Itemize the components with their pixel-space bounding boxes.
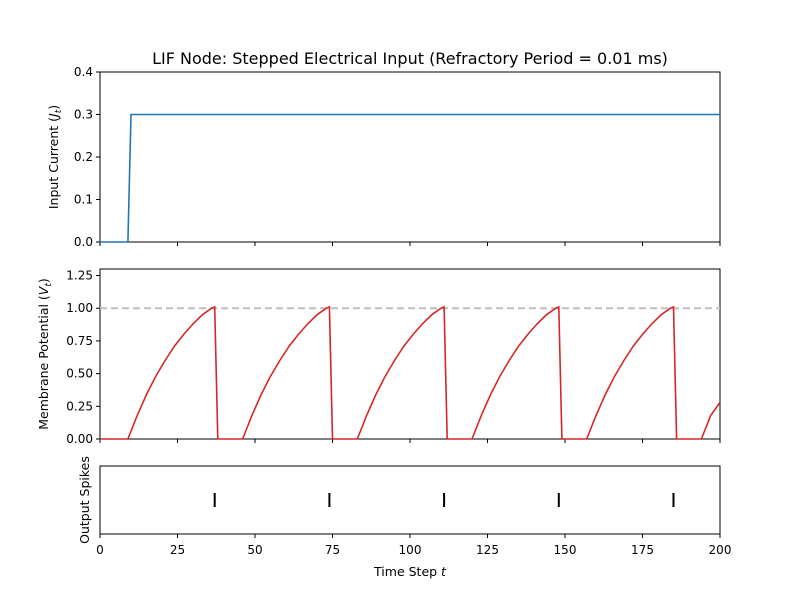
input-current-y-tick-label: 0.1 (74, 193, 93, 207)
x-axis-label-text: Time Step (373, 564, 441, 579)
x-tick-label: 50 (247, 543, 262, 557)
input-current-y-tick-label: 0.2 (74, 150, 93, 164)
output-spikes-axis-label: Output Spikes (77, 456, 92, 544)
membrane-potential-label-text: Membrane Potential ( (36, 295, 51, 430)
x-tick-label: 175 (631, 543, 654, 557)
output-spikes-plot-frame (99, 465, 721, 535)
x-tick-label: 75 (325, 543, 340, 557)
input-current-y-tick-label: 0.3 (74, 108, 93, 122)
x-tick-label: 150 (554, 543, 577, 557)
membrane-potential-plot-frame (99, 268, 721, 440)
x-tick-label: 25 (170, 543, 185, 557)
x-tick-label: 200 (709, 543, 732, 557)
x-axis-label: Time Step t (373, 564, 447, 579)
input-current-plot-frame (99, 71, 721, 243)
membrane-potential-y-tick-label: 0.75 (66, 334, 93, 348)
chart-title: LIF Node: Stepped Electrical Input (Refr… (152, 49, 668, 68)
input-current-line (100, 113, 720, 243)
membrane-potential-y-tick-label: 1.25 (66, 269, 93, 283)
membrane-potential-line (100, 305, 721, 440)
input-current-axis-label: Input Current (Jt) (46, 105, 64, 209)
x-tick-label: 100 (399, 543, 422, 557)
input-current-y-tick-label: 0.4 (74, 65, 93, 79)
input-current-label-subscript: t (54, 109, 64, 113)
input-current-y-tick-label: 0.0 (74, 235, 93, 249)
input-current-label-symbol: J (46, 113, 61, 120)
x-axis-label-symbol: t (441, 564, 447, 579)
membrane-potential-y-tick-label: 0.50 (66, 367, 93, 381)
output-spikes-panel: 0 25 50 75 100 125 150 175 200 Output Spikes Tim… (77, 456, 731, 579)
membrane-potential-y-tick-label: 1.00 (66, 301, 93, 315)
membrane-potential-y-tick-label: 0.25 (66, 399, 93, 413)
membrane-potential-y-tick-label: 0.00 (66, 432, 93, 446)
input-current-label-suffix: ) (46, 105, 61, 110)
membrane-potential-label-suffix: ) (36, 278, 51, 283)
x-tick-label: 0 (96, 543, 104, 557)
input-current-label-text: Input Current ( (46, 117, 61, 209)
x-tick-label: 125 (476, 543, 499, 557)
membrane-potential-panel: 0.00 0.25 0.50 0.75 1.00 1.25 Membrane Potent… (36, 268, 721, 446)
membrane-potential-label-subscript: t (44, 283, 54, 287)
input-current-panel: 0.0 0.1 0.2 0.3 0.4 Input Current (Jt) (46, 65, 721, 249)
membrane-potential-label-symbol: V (36, 285, 51, 295)
membrane-potential-axis-label: Membrane Potential (Vt) (36, 278, 54, 430)
